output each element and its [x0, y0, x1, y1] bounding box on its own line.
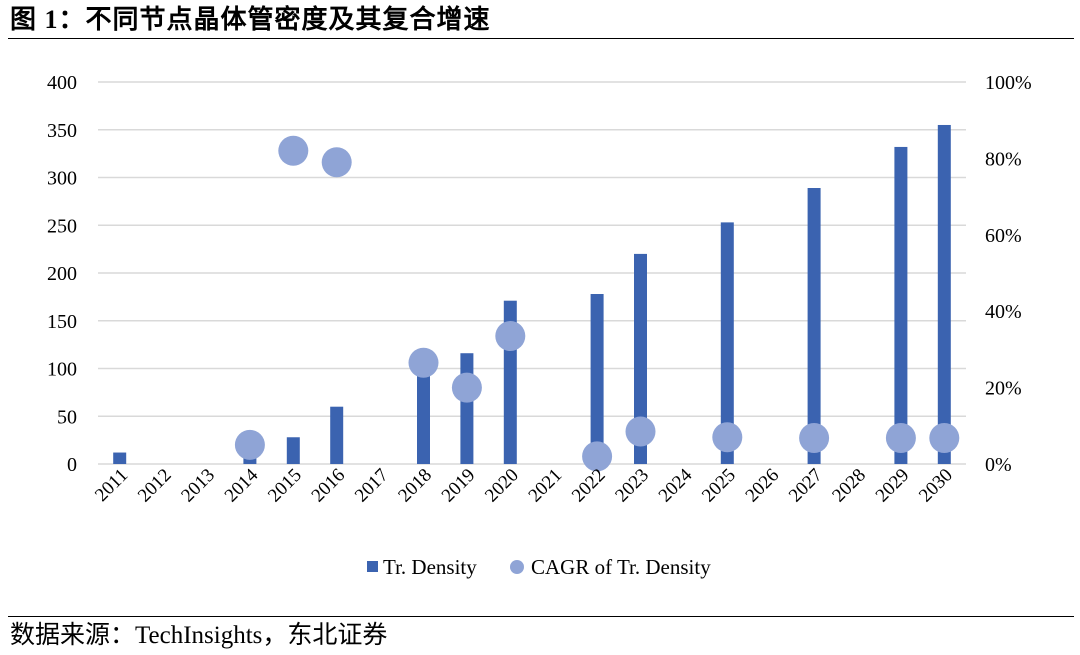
left-tick-label: 0: [67, 454, 77, 476]
scatter-point: [929, 423, 960, 454]
scatter-series: [234, 135, 960, 472]
bar: [894, 146, 908, 464]
data-source-note: 数据来源：TechInsights，东北证券: [10, 622, 388, 649]
x-tick-label: 2026: [742, 465, 784, 507]
x-tick-label: 2024: [655, 464, 697, 506]
scatter-point: [885, 423, 916, 454]
legend-bar-label: Tr. Density: [383, 555, 477, 579]
right-tick-label: 20%: [985, 378, 1022, 400]
x-tick-label: 2016: [308, 465, 350, 507]
bar: [720, 222, 734, 464]
x-tick-label: 2025: [698, 465, 740, 507]
right-tick-label: 0%: [985, 454, 1012, 476]
combo-chart: 0 50 100 150 200 250 300 350 400 0% 20% 40% 60% 80% 1…: [47, 72, 1032, 579]
scatter-point: [321, 147, 352, 178]
bar: [330, 406, 344, 464]
source-rule: [8, 616, 1074, 617]
scatter-point: [799, 423, 830, 454]
left-tick-label: 200: [47, 263, 77, 285]
title-rule: [8, 38, 1074, 39]
left-axis-ticks: 0 50 100 150 200 250 300 350 400: [47, 72, 77, 476]
left-tick-label: 300: [47, 168, 77, 190]
x-tick-label: 2029: [872, 465, 914, 507]
bar: [634, 253, 647, 464]
right-tick-label: 40%: [985, 301, 1022, 323]
x-tick-label: 2022: [568, 465, 610, 507]
bar: [937, 124, 951, 464]
chart-legend: Tr. Density CAGR of Tr. Density: [367, 555, 711, 579]
x-tick-label: 2030: [915, 465, 957, 507]
x-tick-label: 2013: [177, 465, 219, 507]
legend-dot-swatch: [510, 560, 524, 574]
bar: [286, 437, 300, 464]
x-tick-label: 2027: [785, 465, 827, 507]
bar: [460, 353, 474, 464]
scatter-point: [408, 347, 439, 378]
left-tick-label: 100: [47, 359, 77, 381]
left-tick-label: 250: [47, 215, 77, 237]
bar: [807, 188, 821, 464]
x-axis-ticks: 2011 2012 2013 2014 2015 2016 2017 2018 2019 2020…: [91, 464, 957, 506]
x-tick-label: 2011: [91, 465, 132, 506]
left-tick-label: 400: [47, 72, 77, 94]
right-tick-label: 60%: [985, 225, 1022, 247]
scatter-point: [278, 135, 309, 166]
x-tick-label: 2017: [351, 465, 393, 507]
x-tick-label: 2023: [611, 465, 653, 507]
x-tick-label: 2015: [264, 465, 306, 507]
left-tick-label: 50: [57, 406, 77, 428]
bar: [417, 368, 430, 464]
grid-lines: [98, 81, 966, 465]
bar: [113, 452, 127, 464]
scatter-point: [712, 422, 743, 453]
right-tick-label: 80%: [985, 148, 1022, 170]
figure-title: 图 1：不同节点晶体管密度及其复合增速: [10, 5, 491, 34]
x-tick-label: 2021: [525, 465, 567, 507]
left-tick-label: 150: [47, 311, 77, 333]
bar: [590, 294, 604, 464]
x-tick-label: 2028: [828, 465, 870, 507]
scatter-point: [234, 429, 265, 460]
left-tick-label: 350: [47, 120, 77, 142]
bar-series: [113, 124, 951, 464]
x-tick-label: 2012: [134, 465, 176, 507]
right-tick-label: 100%: [985, 72, 1032, 94]
scatter-point: [451, 372, 482, 403]
legend-dot-label: CAGR of Tr. Density: [531, 555, 711, 579]
scatter-point: [582, 441, 613, 472]
scatter-point: [495, 321, 526, 352]
x-tick-label: 2014: [221, 464, 263, 506]
scatter-point: [625, 416, 656, 447]
right-axis-ticks: 0% 20% 40% 60% 80% 100%: [985, 72, 1032, 476]
x-tick-label: 2020: [481, 465, 523, 507]
legend-bar-swatch: [367, 561, 378, 572]
x-tick-label: 2019: [438, 465, 480, 507]
x-tick-label: 2018: [394, 465, 436, 507]
